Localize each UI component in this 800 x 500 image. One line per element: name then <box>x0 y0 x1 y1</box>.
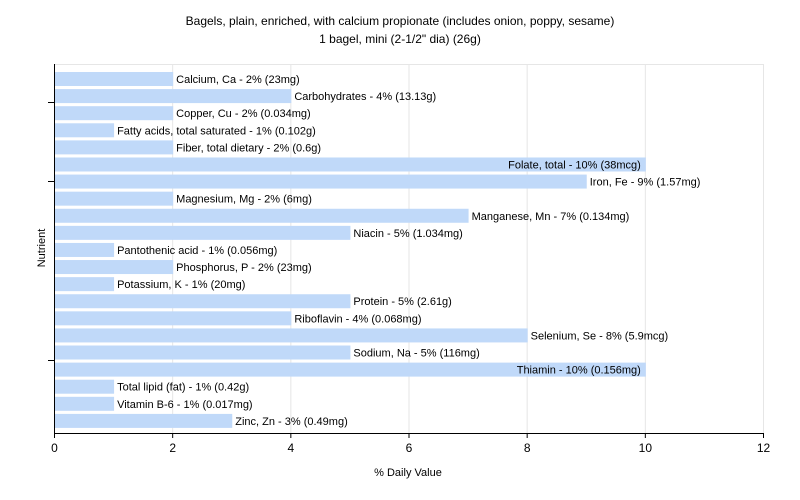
bar <box>55 260 174 275</box>
bar-label: Protein - 5% (2.61g) <box>353 296 451 308</box>
bar-label: Selenium, Se - 8% (5.9mcg) <box>531 330 669 342</box>
bar <box>55 345 351 360</box>
x-tick-label: 4 <box>287 441 294 455</box>
x-tick-label: 0 <box>51 441 58 455</box>
bar <box>55 396 115 411</box>
bar-label: Iron, Fe - 9% (1.57mg) <box>590 177 701 189</box>
bar <box>55 191 174 206</box>
bar-label: Riboflavin - 4% (0.068mg) <box>294 313 421 325</box>
bar <box>55 242 115 257</box>
bar <box>55 225 351 240</box>
bar <box>55 362 646 377</box>
bar <box>55 89 292 104</box>
bar <box>55 106 174 121</box>
bar <box>55 174 587 189</box>
bar-label: Folate, total - 10% (38mcg) <box>508 159 641 171</box>
bar-label: Niacin - 5% (1.034mg) <box>353 228 462 240</box>
x-tick-label: 10 <box>639 441 653 455</box>
bar <box>55 294 351 309</box>
bars: Calcium, Ca - 2% (23mg) Carbohydrates - 4… <box>55 72 700 428</box>
bar-label: Phosphorus, P - 2% (23mg) <box>176 262 312 274</box>
bar-label: Pantothenic acid - 1% (0.056mg) <box>117 245 277 257</box>
chart-subtitle: 1 bagel, mini (2-1/2" dia) (26g) <box>319 32 481 46</box>
x-ticks: 0 2 4 6 8 10 12 <box>51 433 770 455</box>
bar <box>55 311 292 326</box>
x-tick-label: 6 <box>406 441 413 455</box>
bar-label: Sodium, Na - 5% (116mg) <box>353 348 479 360</box>
bar <box>55 413 233 428</box>
chart-title: Bagels, plain, enriched, with calcium pr… <box>186 14 615 28</box>
bar-label: Calcium, Ca - 2% (23mg) <box>176 74 299 86</box>
x-tick-label: 2 <box>169 441 176 455</box>
x-axis-label: % Daily Value <box>374 467 442 479</box>
bar-label: Zinc, Zn - 3% (0.49mg) <box>235 416 347 428</box>
bar-label: Carbohydrates - 4% (13.13g) <box>294 91 436 103</box>
bar <box>55 72 174 86</box>
bar <box>55 277 115 292</box>
bar <box>55 328 528 343</box>
grid-lines <box>54 64 764 433</box>
bar-label: Total lipid (fat) - 1% (0.42g) <box>117 382 249 394</box>
bar-label: Fiber, total dietary - 2% (0.6g) <box>176 142 321 154</box>
bar-label: Vitamin B-6 - 1% (0.017mg) <box>117 399 253 411</box>
bar-label: Manganese, Mn - 7% (0.134mg) <box>472 211 630 223</box>
bar <box>55 157 646 172</box>
bar-label: Thiamin - 10% (0.156mg) <box>517 365 641 377</box>
x-tick-label: 12 <box>757 441 771 455</box>
bar-label: Potassium, K - 1% (20mg) <box>117 279 245 291</box>
bar-label: Copper, Cu - 2% (0.034mg) <box>176 108 311 120</box>
bar-label: Fatty acids, total saturated - 1% (0.102… <box>117 125 316 137</box>
bar-label: Magnesium, Mg - 2% (6mg) <box>176 194 312 206</box>
bar <box>55 379 115 394</box>
bar <box>55 208 469 223</box>
x-tick-label: 8 <box>524 441 531 455</box>
y-axis-label: Nutrient <box>36 229 48 268</box>
bar <box>55 123 115 138</box>
bar <box>55 140 174 155</box>
